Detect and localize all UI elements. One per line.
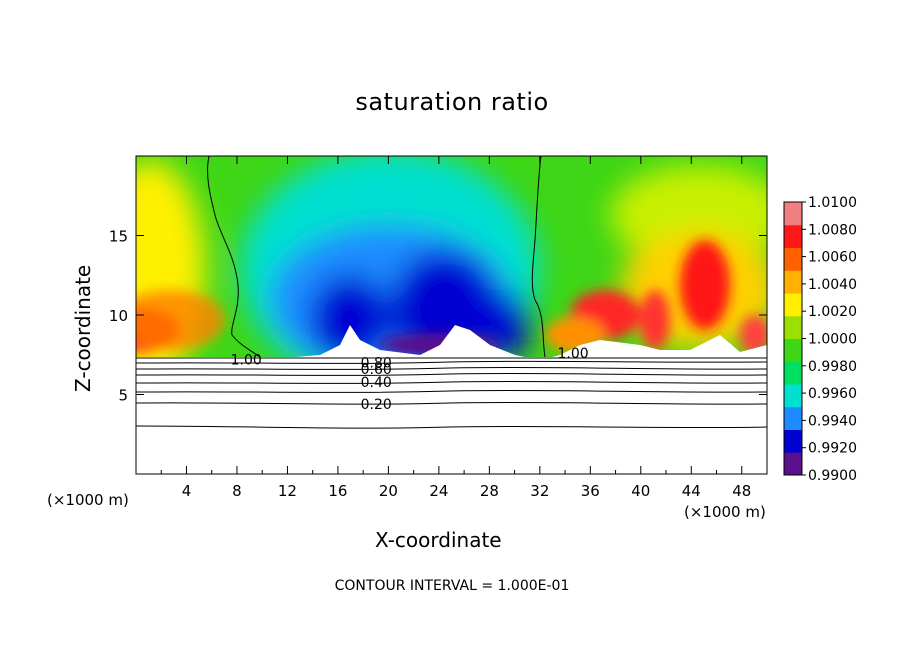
y-tick-label: 15 — [109, 228, 128, 246]
colorbar-swatch — [784, 452, 802, 476]
contour-line-0-30 — [136, 389, 767, 393]
x-tick-label: 20 — [379, 482, 398, 500]
colorbar: 1.0100 1.0080 1.0060 1.0040 1.0020 1.0000 0.99… — [783, 195, 857, 484]
contour-line-0-80 — [136, 360, 767, 364]
chart-title: saturation ratio — [355, 88, 549, 116]
contour-interval-text: CONTOUR INTERVAL = 1.000E-01 — [334, 578, 570, 594]
x-tick-label: 48 — [732, 482, 751, 500]
colorbar-label: 0.9960 — [808, 386, 857, 402]
colorbar-swatch — [784, 270, 802, 294]
contour-line-1-00-left — [207, 156, 261, 358]
x-axis-label: X-coordinate — [375, 528, 502, 552]
contour-line-0-40 — [136, 380, 767, 384]
contour-lines — [136, 156, 767, 429]
x-tick-label: 40 — [631, 482, 650, 500]
contour-line-0-50 — [136, 372, 767, 376]
field-left-orange — [136, 290, 225, 350]
saturation-field — [136, 156, 767, 474]
contour-label: 1.00 — [558, 346, 589, 362]
colorbar-swatch — [784, 247, 802, 271]
field-lower-region — [136, 357, 767, 474]
x-tick-label: 44 — [682, 482, 701, 500]
x-tick-label: 24 — [429, 482, 448, 500]
contour-label: 0.40 — [361, 375, 392, 391]
colorbar-swatch — [784, 406, 802, 430]
y-tick-label: 10 — [109, 307, 128, 325]
colorbar-label: 0.9920 — [808, 441, 857, 457]
x-unit-left: (×1000 m) — [47, 491, 129, 509]
colorbar-swatch — [784, 202, 802, 226]
field-right-red-1 — [680, 240, 730, 330]
y-tick-label: 5 — [118, 387, 128, 405]
field-white-bumps — [260, 325, 767, 360]
colorbar-swatch — [784, 338, 802, 362]
contour-labels: 1.00 0.800.600.40 0.20 1.00 — [231, 346, 589, 413]
x-tick-label: 32 — [530, 482, 549, 500]
x-tick-label: 8 — [232, 482, 242, 500]
colorbar-label: 1.0100 — [808, 195, 857, 211]
contour-label: 0.60 — [361, 362, 392, 378]
colorbar-swatch — [784, 315, 802, 339]
x-unit-right: (×1000 m) — [684, 503, 766, 521]
x-tick-label: 16 — [328, 482, 347, 500]
colorbar-swatch — [784, 293, 802, 317]
colorbar-label: 0.9980 — [808, 359, 857, 375]
contour-line-0-20 — [136, 401, 767, 405]
colorbar-label: 0.9900 — [808, 468, 857, 484]
x-tick-label: 36 — [581, 482, 600, 500]
colorbar-label: 0.9940 — [808, 413, 857, 429]
colorbar-label: 1.0040 — [808, 277, 857, 293]
colorbar-label: 1.0020 — [808, 304, 857, 320]
x-tick-label: 12 — [278, 482, 297, 500]
colorbar-swatch — [784, 384, 802, 408]
colorbar-label: 1.0060 — [808, 250, 857, 266]
colorbar-swatch — [784, 429, 802, 453]
contour-line-1-00-right — [531, 156, 546, 358]
colorbar-label: 1.0080 — [808, 222, 857, 238]
contour-label: 1.00 — [231, 353, 262, 369]
field-right-red-3 — [640, 290, 670, 350]
colorbar-swatch — [784, 361, 802, 385]
contour-label: 0.80 — [361, 356, 392, 372]
contour-line-0-60 — [136, 366, 767, 370]
x-tick-label: 4 — [182, 482, 192, 500]
contour-label: 0.20 — [361, 397, 392, 413]
colorbar-swatch — [784, 224, 802, 248]
axis-ticks — [136, 156, 767, 474]
field-dark-blue-1 — [310, 275, 390, 365]
field-right-red-4 — [740, 315, 767, 355]
x-tick-label: 28 — [480, 482, 499, 500]
contour-line-0-10 — [136, 425, 767, 429]
colorbar-label: 1.0000 — [808, 332, 857, 348]
